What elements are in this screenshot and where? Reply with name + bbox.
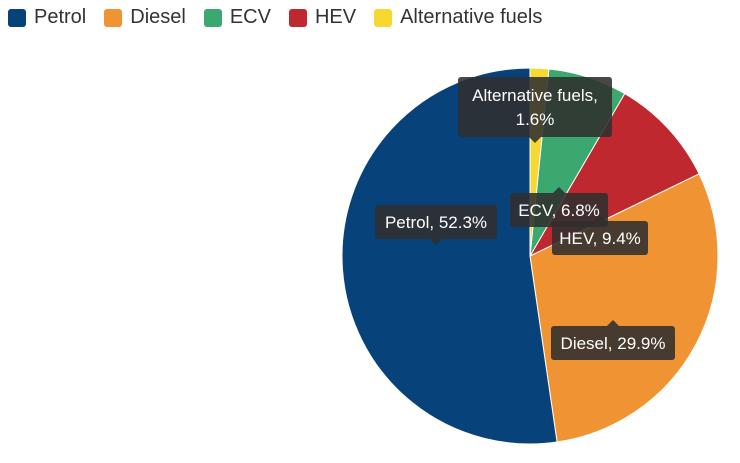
legend-label-diesel: Diesel bbox=[130, 6, 186, 28]
data-label-pointer bbox=[430, 239, 442, 245]
legend-label-ecv: ECV bbox=[229, 6, 271, 28]
data-label-ecv: ECV, 6.8% bbox=[510, 187, 608, 227]
legend-swatch-petrol bbox=[8, 8, 26, 27]
legend-swatch-diesel bbox=[104, 8, 123, 27]
legend-label-alternative-fuels: Alternative fuels bbox=[400, 6, 543, 28]
data-label-text: HEV, 9.4% bbox=[559, 229, 641, 248]
chart-legend: Petrol Diesel ECV HEV Alternative fuels bbox=[8, 6, 560, 29]
data-label-box bbox=[552, 221, 648, 255]
legend-label-hev: HEV bbox=[314, 6, 357, 28]
data-label-box bbox=[458, 77, 612, 137]
pie-data-labels: Petrol, 52.3% Diesel, 29.9% HEV, 9.4% ECV, … bbox=[375, 77, 675, 360]
legend-swatch-hev bbox=[288, 8, 307, 27]
data-label-hev: HEV, 9.4% bbox=[552, 215, 648, 255]
legend-item-petrol[interactable]: Petrol bbox=[8, 6, 86, 29]
data-label-pointer bbox=[529, 137, 541, 143]
data-label-petrol: Petrol, 52.3% bbox=[375, 205, 497, 245]
data-label-diesel: Diesel, 29.9% bbox=[551, 320, 675, 360]
legend-item-hev[interactable]: HEV bbox=[288, 6, 357, 29]
data-label-text: Alternative fuels, bbox=[472, 86, 598, 105]
legend-swatch-ecv bbox=[203, 8, 222, 27]
data-label-text: ECV, 6.8% bbox=[518, 201, 600, 220]
data-label-pointer bbox=[553, 187, 565, 193]
data-label-text: 1.6% bbox=[516, 110, 555, 129]
legend-swatch-alternative-fuels bbox=[374, 8, 393, 27]
legend-item-ecv[interactable]: ECV bbox=[203, 6, 271, 29]
data-label-text: Petrol, 52.3% bbox=[385, 213, 487, 232]
legend-label-petrol: Petrol bbox=[34, 6, 87, 28]
data-label-pointer bbox=[607, 320, 619, 326]
pie-slice-petrol[interactable] bbox=[341, 67, 558, 445]
data-label-box bbox=[510, 193, 608, 227]
data-label-box bbox=[551, 326, 675, 360]
data-label-box bbox=[375, 205, 497, 239]
data-label-alternative-fuels: Alternative fuels, 1.6% bbox=[458, 77, 612, 143]
data-label-text: Diesel, 29.9% bbox=[561, 334, 666, 353]
legend-item-diesel[interactable]: Diesel bbox=[104, 6, 186, 29]
legend-item-alternative-fuels[interactable]: Alternative fuels bbox=[374, 6, 542, 29]
